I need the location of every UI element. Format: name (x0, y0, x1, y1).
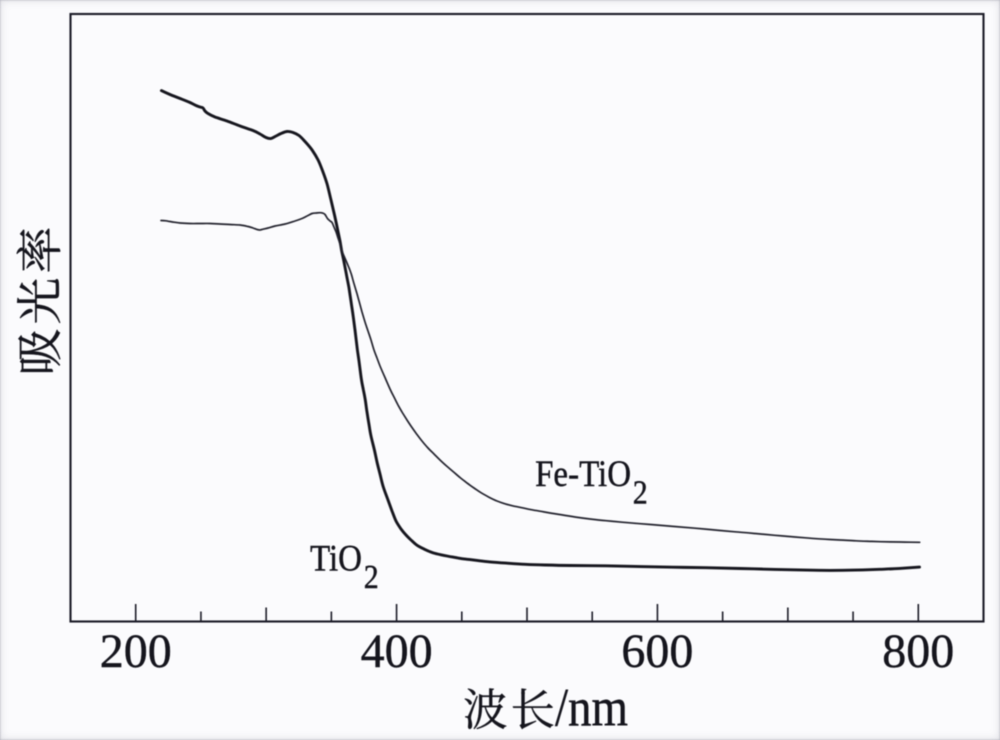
series-label-main: Fe-TiO (535, 453, 631, 494)
axis-titles-layer: /nm (16, 228, 628, 737)
x-tick-label-200: 200 (100, 625, 172, 678)
cjk-char-率 (16, 228, 61, 272)
cjk-char-光 (16, 278, 61, 324)
x-tick-label-800: 800 (882, 625, 954, 678)
plot-frame (69, 12, 985, 623)
x-tick-label-600: 600 (621, 625, 693, 678)
cjk-char-长 (512, 688, 554, 730)
plot-frame-layer (69, 12, 985, 623)
cjk-char-吸 (18, 329, 61, 373)
x-axis-tick-labels-layer: 200 400 600 800 (99, 625, 954, 678)
series-label-subscript: 2 (633, 473, 648, 511)
x-axis-ticks-layer (134, 604, 920, 621)
y-axis-title (16, 228, 61, 373)
series-label-main: TiO (310, 538, 362, 579)
series-label-fe-tio2: Fe-TiO2 (535, 453, 648, 511)
series-label-subscript: 2 (364, 557, 379, 595)
cjk-char-波 (464, 688, 507, 730)
x-axis-title-unit: /nm (555, 677, 628, 737)
series-label-tio2: TiO2 (310, 538, 379, 596)
series-curves-layer (159, 89, 921, 572)
series-curve-tio2 (159, 89, 921, 572)
x-tick-label-400: 400 (361, 625, 433, 678)
series-curve-fe-tio2 (160, 211, 921, 544)
x-axis-title: /nm (464, 677, 628, 737)
